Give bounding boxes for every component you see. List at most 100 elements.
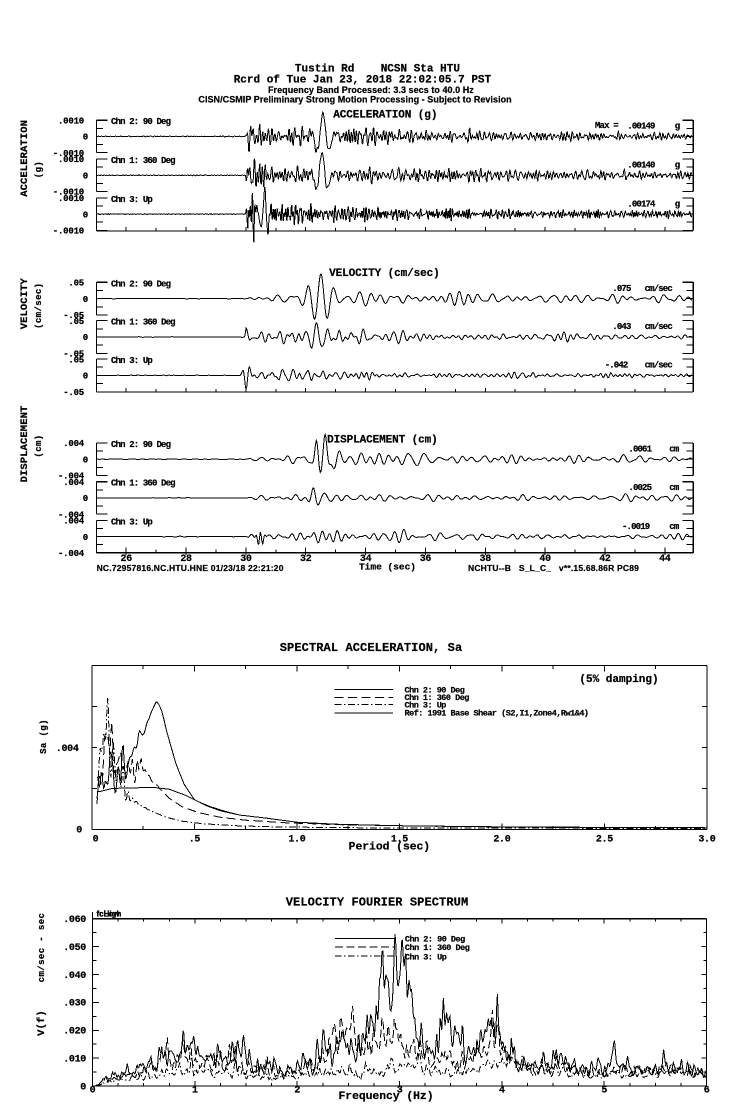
- svg-text:0: 0: [90, 1086, 96, 1097]
- svg-text:NCHTU--B S_L_C_ v**.15.68.: NCHTU--B S_L_C_ v**.15.68.86R PC89: [468, 563, 639, 573]
- svg-text:DISPLACEMENT (cm): DISPLACEMENT (cm): [327, 434, 438, 446]
- svg-text:0: 0: [80, 1082, 86, 1093]
- svg-text:VELOCITY (cm/sec): VELOCITY (cm/sec): [329, 268, 440, 280]
- svg-text:-.05: -.05: [63, 311, 84, 321]
- svg-text:Chn 3: Up: Chn 3: Up: [405, 701, 447, 711]
- svg-text:.004: .004: [56, 744, 79, 755]
- svg-text:g: g: [675, 122, 680, 132]
- svg-text:(g): (g): [34, 161, 44, 178]
- svg-text:cm/sec: cm/sec: [645, 284, 673, 294]
- svg-text:Chn 2: 90 Deg: Chn 2: 90 Deg: [111, 440, 171, 450]
- svg-text:ACCELERATION: ACCELERATION: [19, 120, 31, 197]
- svg-text:.05: .05: [68, 317, 84, 327]
- svg-text:VELOCITY: VELOCITY: [19, 278, 31, 330]
- svg-text:2.0: 2.0: [493, 835, 510, 846]
- svg-text:3: 3: [397, 1086, 403, 1097]
- svg-text:Period (sec): Period (sec): [349, 842, 430, 854]
- svg-text:.00140: .00140: [627, 161, 655, 171]
- svg-text:Chn 2: 90 Deg: Chn 2: 90 Deg: [405, 685, 465, 695]
- svg-text:.004: .004: [63, 517, 85, 527]
- svg-text:Chn 1: 360 Deg: Chn 1: 360 Deg: [405, 693, 470, 703]
- svg-text:0: 0: [83, 494, 88, 504]
- svg-text:-.05: -.05: [63, 388, 84, 398]
- svg-text:.05: .05: [68, 279, 84, 289]
- svg-text:28: 28: [180, 554, 192, 565]
- svg-text:.060: .060: [63, 915, 86, 926]
- svg-text:fcLow: fcLow: [97, 910, 121, 919]
- svg-text:-.0010: -.0010: [53, 149, 84, 159]
- svg-text:Chn 3: Up: Chn 3: Up: [111, 195, 152, 205]
- svg-text:cm: cm: [669, 444, 680, 454]
- svg-text:Frequency (Hz): Frequency (Hz): [339, 1091, 434, 1103]
- svg-text:.004: .004: [63, 478, 85, 488]
- svg-text:cm/sec - sec: cm/sec - sec: [37, 913, 47, 983]
- svg-text:Chn 3: Up: Chn 3: Up: [405, 952, 447, 962]
- svg-text:0: 0: [83, 455, 88, 465]
- svg-text:.030: .030: [63, 999, 86, 1010]
- svg-text:.0061: .0061: [628, 444, 652, 454]
- svg-text:.043: .043: [612, 322, 631, 332]
- svg-text:Chn 1: 360 Deg: Chn 1: 360 Deg: [111, 479, 175, 489]
- svg-text:Chn 2: 90 Deg: Chn 2: 90 Deg: [111, 117, 171, 127]
- svg-text:30: 30: [240, 554, 252, 565]
- svg-text:Chn 3: Up: Chn 3: Up: [111, 517, 152, 527]
- svg-text:40: 40: [539, 554, 551, 565]
- svg-text:4: 4: [499, 1086, 505, 1097]
- svg-text:Ref: 1991 Base Shear (S2,I1,Zo: Ref: 1991 Base Shear (S2,I1,Zone4,Rw1&4): [405, 709, 589, 719]
- svg-text:Chn 3: Up: Chn 3: Up: [111, 356, 152, 366]
- svg-text:-.042: -.042: [605, 361, 628, 371]
- svg-text:0: 0: [93, 835, 99, 846]
- svg-text:VELOCITY FOURIER SPECTRUM: VELOCITY FOURIER SPECTRUM: [286, 896, 469, 910]
- svg-text:-.05: -.05: [63, 349, 84, 359]
- svg-text:Tustin Rd NCSN Sta HTU: Tustin Rd NCSN Sta HTU: [295, 63, 460, 75]
- svg-text:6: 6: [704, 1086, 710, 1097]
- svg-text:36: 36: [420, 554, 432, 565]
- svg-text:-.004: -.004: [58, 549, 85, 559]
- svg-text:Chn 1: 360 Deg: Chn 1: 360 Deg: [405, 943, 470, 953]
- svg-text:1.5: 1.5: [391, 835, 408, 846]
- svg-text:0: 0: [83, 172, 88, 182]
- svg-text:.05: .05: [68, 355, 84, 365]
- svg-text:1.0: 1.0: [288, 835, 305, 846]
- svg-text:.5: .5: [189, 835, 201, 846]
- svg-text:3.0: 3.0: [698, 835, 715, 846]
- svg-text:1: 1: [192, 1086, 198, 1097]
- svg-text:NC.72957816.NC.HTU.HNE 01/23/1: NC.72957816.NC.HTU.HNE 01/23/18 22:21:20: [97, 563, 284, 573]
- svg-text:42: 42: [599, 554, 611, 565]
- svg-text:Sa (g): Sa (g): [39, 719, 49, 754]
- svg-text:44: 44: [659, 554, 671, 565]
- svg-text:Chn 2: 90 Deg: Chn 2: 90 Deg: [405, 935, 465, 945]
- svg-text:V(f): V(f): [36, 1010, 48, 1036]
- svg-text:0: 0: [76, 825, 82, 836]
- svg-text:0: 0: [83, 533, 88, 543]
- svg-text:.00174: .00174: [627, 199, 656, 209]
- svg-text:-.004: -.004: [58, 510, 85, 520]
- svg-text:.0010: .0010: [58, 194, 84, 204]
- svg-text:cm/sec: cm/sec: [645, 322, 673, 332]
- svg-text:.00149: .00149: [627, 122, 655, 132]
- svg-text:Frequency Band Processed: 3.3: Frequency Band Processed: 3.3 secs to 40…: [268, 85, 474, 95]
- svg-text:(cm/sec): (cm/sec): [34, 282, 44, 328]
- svg-text:38: 38: [480, 554, 492, 565]
- svg-text:Time (sec): Time (sec): [359, 561, 416, 572]
- svg-text:0: 0: [83, 372, 88, 382]
- svg-text:32: 32: [300, 554, 312, 565]
- svg-text:(5% damping): (5% damping): [579, 674, 658, 686]
- svg-text:cm/sec: cm/sec: [645, 361, 673, 371]
- svg-text:-.0019: -.0019: [622, 522, 650, 532]
- svg-text:CISN/CSMIP Preliminary Strong: CISN/CSMIP Preliminary Strong Motion Pro…: [198, 94, 511, 104]
- svg-text:Max =: Max =: [595, 121, 618, 131]
- svg-text:0: 0: [83, 210, 88, 220]
- svg-text:Chn 1: 360 Deg: Chn 1: 360 Deg: [111, 318, 175, 328]
- svg-text:.040: .040: [63, 971, 86, 982]
- svg-text:34: 34: [360, 554, 372, 565]
- svg-text:fcHigh: fcHigh: [97, 910, 122, 919]
- svg-text:cm: cm: [669, 522, 680, 532]
- svg-text:SPECTRAL ACCELERATION, Sa: SPECTRAL ACCELERATION, Sa: [280, 641, 463, 655]
- svg-text:(cm): (cm): [34, 434, 44, 457]
- svg-text:g: g: [675, 161, 680, 171]
- svg-text:.0025: .0025: [628, 483, 651, 493]
- svg-text:-.0010: -.0010: [53, 227, 84, 237]
- svg-text:0: 0: [83, 295, 88, 305]
- svg-text:Chn 1: 360 Deg: Chn 1: 360 Deg: [111, 156, 175, 166]
